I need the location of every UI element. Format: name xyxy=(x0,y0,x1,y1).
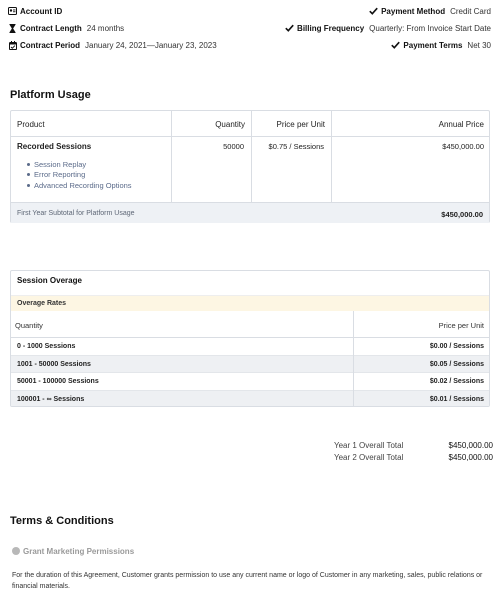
bullet-icon xyxy=(27,162,30,166)
year2-total-value: $450,000.00 xyxy=(448,453,494,462)
year2-total-label: Year 2 Overall Total xyxy=(334,453,404,462)
contract-period-value: January 24, 2021—January 23, 2023 xyxy=(85,40,217,50)
check-icon xyxy=(285,23,294,33)
billing-frequency-value: Quarterly: From Invoice Start Date xyxy=(369,23,491,33)
column-header-quantity: Quantity xyxy=(215,120,245,129)
list-item: Session Replay xyxy=(27,159,132,170)
overage-rates-label: Overage Rates xyxy=(17,300,67,307)
payment-terms-row: Payment Terms Net 30 xyxy=(391,39,491,51)
contract-length-label: Contract Length xyxy=(20,23,82,33)
check-icon xyxy=(391,40,401,50)
product-annual-price: $450,000.00 xyxy=(442,142,484,151)
grant-marketing-permissions-toggle[interactable]: Grant Marketing Permissions xyxy=(12,545,134,557)
column-header-quantity: Quantity xyxy=(15,321,43,330)
list-item: Error Reporting xyxy=(27,170,132,181)
calendar-icon xyxy=(8,40,17,50)
divider xyxy=(353,311,354,406)
subtotal-value: $450,000.00 xyxy=(441,210,483,219)
bullet-icon xyxy=(27,183,30,187)
table-row: 1001 - 50000 Sessions $0.05 / Sessions xyxy=(11,355,489,373)
subtotal-row: First Year Subtotal for Platform Usage $… xyxy=(11,202,489,223)
year1-total-value: $450,000.00 xyxy=(448,441,494,450)
contract-length-value: 24 months xyxy=(86,23,125,33)
table-row: 100001 - ∞ Sessions $0.01 / Sessions xyxy=(11,390,489,406)
contract-period-row: Contract Period January 24, 2021—January… xyxy=(8,39,217,51)
table-row: 50001 - 100000 Sessions $0.02 / Sessions xyxy=(11,373,489,391)
product-price-per-unit: $0.75 / Sessions xyxy=(268,142,324,151)
session-overage-title: Session Overage xyxy=(17,276,82,285)
terms-paragraph: For the duration of this Agreement, Cust… xyxy=(12,572,483,590)
payment-terms-value: Net 30 xyxy=(467,40,491,50)
payment-method-label: Payment Method xyxy=(381,6,446,16)
feature-list: Session Replay Error Reporting Advanced … xyxy=(27,159,132,191)
column-header-product: Product xyxy=(17,120,45,129)
billing-frequency-label: Billing Frequency xyxy=(297,23,365,33)
table-row: 0 - 1000 Sessions $0.00 / Sessions xyxy=(11,338,489,356)
platform-usage-title: Platform Usage xyxy=(10,89,91,101)
tier-price: $0.00 / Sessions xyxy=(429,343,484,350)
contract-length-row: Contract Length 24 months xyxy=(8,22,124,34)
payment-method-value: Credit Card xyxy=(450,6,491,16)
year1-total-label: Year 1 Overall Total xyxy=(334,441,404,450)
tier-quantity: 1001 - 50000 Sessions xyxy=(17,360,91,368)
product-quantity: 50000 xyxy=(223,142,244,151)
divider xyxy=(171,111,172,202)
platform-usage-table: Product Quantity Price per Unit Annual P… xyxy=(10,110,490,223)
tier-price: $0.02 / Sessions xyxy=(429,378,484,385)
tier-quantity: 50001 - 100000 Sessions xyxy=(17,378,99,385)
feature-label: Error Reporting xyxy=(34,170,86,180)
feature-label: Advanced Recording Options xyxy=(34,180,132,190)
terms-title: Terms & Conditions xyxy=(10,515,114,527)
hourglass-icon xyxy=(8,23,17,33)
feature-label: Session Replay xyxy=(34,159,87,169)
payment-method-row: Payment Method Credit Card xyxy=(369,5,491,17)
bullet-icon xyxy=(27,173,30,177)
permission-label: Grant Marketing Permissions xyxy=(23,546,135,556)
id-card-icon xyxy=(8,6,17,16)
subtotal-label: First Year Subtotal for Platform Usage xyxy=(17,210,135,217)
table-header: Quantity Price per Unit xyxy=(11,311,489,338)
payment-terms-label: Payment Terms xyxy=(403,40,463,50)
tier-quantity: 0 - 1000 Sessions xyxy=(17,343,76,350)
toggle-circle-icon xyxy=(12,547,20,555)
tier-price: $0.05 / Sessions xyxy=(429,360,484,368)
column-header-price-per-unit: Price per Unit xyxy=(438,321,484,330)
overage-rates-bar: Overage Rates xyxy=(11,295,489,311)
divider xyxy=(251,111,252,202)
tier-quantity: 100001 - ∞ Sessions xyxy=(17,395,85,403)
table-header xyxy=(11,111,489,137)
session-overage-panel: Session Overage Overage Rates Quantity P… xyxy=(10,270,490,407)
tier-price: $0.01 / Sessions xyxy=(429,395,484,403)
column-header-annual-price: Annual Price xyxy=(438,120,484,129)
account-id-label: Account ID xyxy=(20,6,63,16)
product-name: Recorded Sessions xyxy=(17,142,92,151)
list-item: Advanced Recording Options xyxy=(27,180,132,191)
billing-frequency-row: Billing Frequency Quarterly: From Invoic… xyxy=(285,22,491,34)
account-id-row: Account ID xyxy=(8,5,62,17)
divider xyxy=(331,111,332,202)
contract-period-label: Contract Period xyxy=(20,40,81,50)
column-header-price-per-unit: Price per Unit xyxy=(276,120,325,129)
check-icon xyxy=(369,6,378,16)
